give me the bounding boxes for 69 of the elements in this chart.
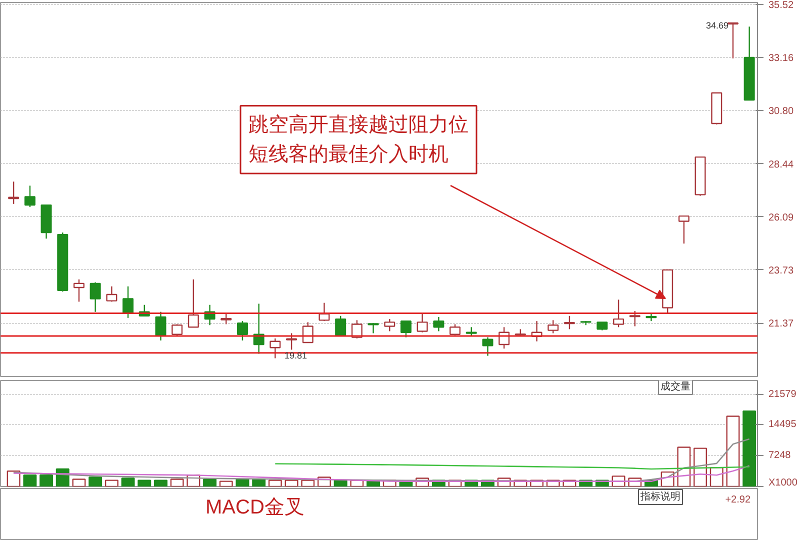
bar (742, 410, 756, 486)
bar (40, 474, 54, 486)
text: +2.92 (725, 494, 751, 506)
bar (268, 480, 282, 486)
candlestick (90, 282, 101, 312)
annotation: 跳空高开直接越过阻力位 (248, 112, 468, 136)
y-tick-label: 28.44 (768, 159, 794, 170)
candlestick (629, 310, 640, 327)
text: MACD金叉 (206, 496, 304, 518)
candlestick (564, 315, 575, 330)
chart-title: 成交量 (660, 380, 690, 392)
candlestick (384, 318, 396, 332)
bar (219, 480, 233, 486)
candlestick (155, 311, 166, 342)
y-tick-label: 21579 (768, 388, 797, 400)
y-tick-label: 30.80 (768, 106, 794, 118)
candlestick (727, 22, 738, 59)
y-tick-label: 23.73 (768, 265, 794, 276)
candlestick (122, 286, 134, 319)
bar (6, 470, 20, 486)
y-tick-label: X1000 (768, 478, 798, 488)
text: 指标说明 (640, 490, 680, 502)
bar (154, 480, 168, 486)
candlestick (678, 215, 690, 244)
annotation: 短线客的最佳介入时机 (248, 144, 448, 166)
candlestick (613, 299, 624, 328)
bar (138, 480, 152, 486)
bar (104, 480, 118, 486)
bar (88, 476, 102, 486)
candlestick (188, 278, 199, 328)
candlestick (286, 332, 298, 350)
annotation: 19.81 (284, 350, 308, 360)
y-tick-label: 21.37 (768, 318, 794, 330)
candlestick (73, 278, 84, 302)
bar (726, 416, 740, 486)
candlestick (400, 320, 412, 338)
bar (23, 474, 37, 486)
bar (72, 478, 86, 486)
bar (203, 478, 217, 486)
y-tick-label: 33.16 (768, 52, 794, 64)
candlestick (24, 185, 36, 208)
bar (170, 478, 184, 486)
candlestick (482, 336, 494, 356)
candlestick (220, 312, 232, 325)
y-tick-label: 26.09 (768, 212, 794, 224)
y-tick-label: 35.52 (768, 0, 794, 11)
bar (121, 478, 135, 486)
candlestick (433, 316, 444, 332)
candlestick (466, 326, 477, 337)
bar (284, 480, 298, 486)
bar (677, 446, 691, 486)
bar (334, 480, 348, 486)
candlestick (368, 322, 379, 334)
bar (301, 480, 315, 486)
candlestick (106, 286, 118, 302)
candlestick (236, 320, 248, 342)
candlestick (302, 322, 314, 344)
candlestick (351, 320, 362, 340)
candlestick (318, 302, 330, 322)
bar (236, 478, 250, 486)
candlestick (8, 181, 20, 205)
y-tick-label: 14495 (768, 419, 797, 430)
candlestick (335, 315, 346, 336)
candlestick (548, 320, 559, 334)
candlestick (416, 313, 428, 333)
annotation: 34.69 (706, 20, 729, 30)
y-tick-label: 7248 (768, 450, 792, 462)
bar (252, 478, 266, 486)
candlestick (270, 338, 281, 359)
